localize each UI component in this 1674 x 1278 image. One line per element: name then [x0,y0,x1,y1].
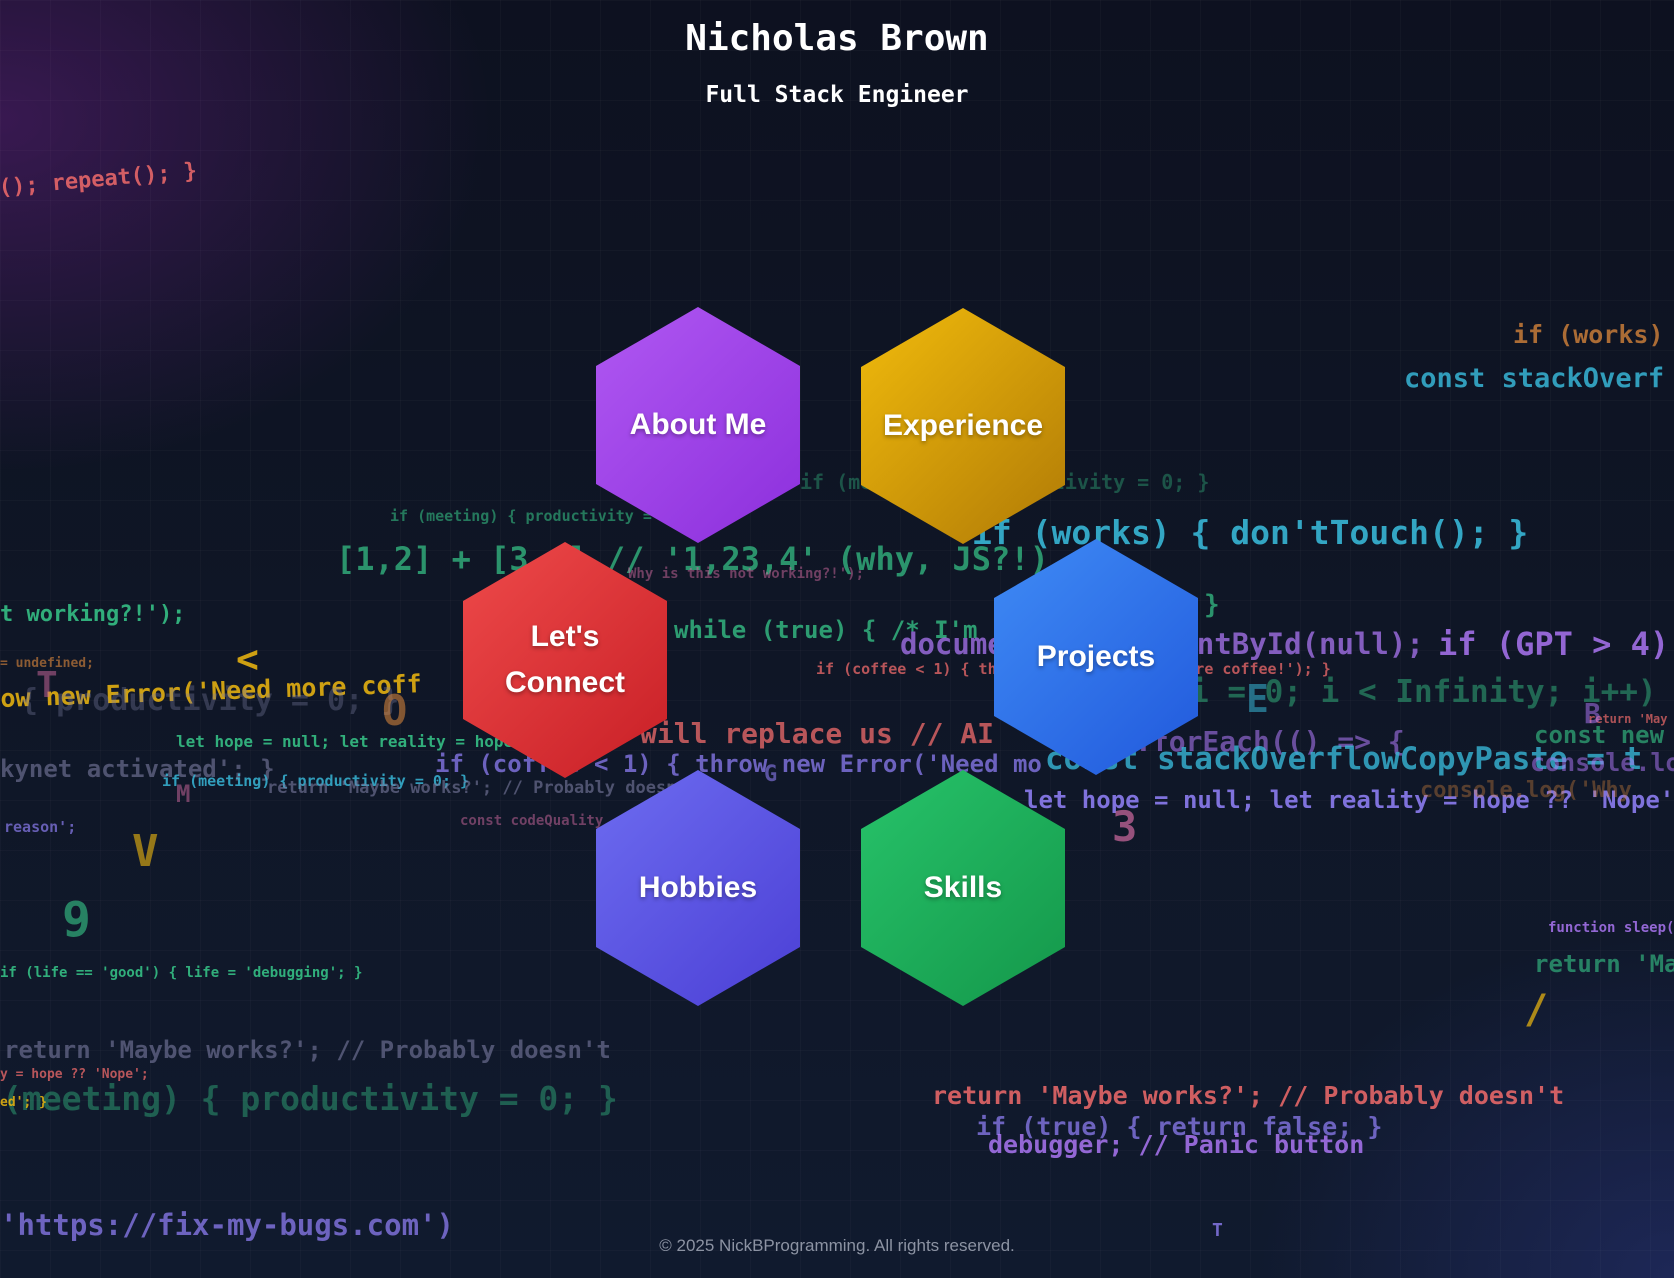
bg-code-glyph: / [1524,987,1549,1033]
bg-code-snippet: debugger; // Panic button [988,1130,1365,1159]
bg-code-snippet: return 'Maybe works?'; // Probably doesn… [4,1036,611,1064]
bg-code-snippet: = undefined; [0,656,94,671]
bg-code-snippet: const new [1534,721,1665,749]
bg-code-snippet: if (life == 'good') { life = 'debugging'… [0,965,363,981]
bg-code-snippet: i = 0; i < Infinity; i++) [1190,674,1657,710]
nav-about-me-label: About Me [629,408,767,441]
nav-lets-connect-label: Let's Connect [505,620,625,699]
bg-code-glyph: G [764,762,778,787]
nav-skills-label: Skills [923,871,1003,904]
bg-code-snippet: 'https://fix-my-bugs.com') [0,1208,454,1242]
page-subtitle: Full Stack Engineer [705,82,969,108]
nav-about-me-button[interactable]: About Me [596,307,800,543]
bg-code-snippet: return 'Maybe works?'; // Probably doesn… [932,1081,1565,1110]
bg-code-snippet: { productivity = 0; } [20,683,400,718]
bg-code-snippet: Why is this not working?!'); [628,566,865,582]
bg-code-snippet: console.log('WH [1530,748,1674,777]
bg-code-snippet: if (GPT > 4) // Works? [1438,625,1674,663]
bg-code-glyph: M [176,780,191,808]
bg-code-glyph: V [132,826,159,877]
nav-hobbies-label: Hobbies [638,871,758,904]
bg-code-glyph: B [1584,697,1601,730]
bg-code-snippet: if (works) [1513,320,1664,349]
bg-code-snippet: return 'Ma [1534,950,1674,978]
bg-code-snippet: t working?!'); [0,602,186,627]
page-title: Nicholas Brown [685,18,989,59]
bg-code-snippet: ed'; } [0,1095,47,1110]
bg-code-snippet: reason'; [4,818,77,836]
nav-experience-button[interactable]: Experience [861,308,1065,544]
bg-code-snippet: while (true) { /* I'm [674,616,978,644]
bg-code-snippet: y = hope ?? 'Nope'; [0,1067,149,1082]
bg-code-snippet: if (meeting) { productivity = 0; } [162,772,470,790]
bg-code-snippet: .forEach(() => { [1135,725,1405,758]
bg-code-snippet: function sleep(m [1548,920,1674,936]
bg-code-snippet: will replace us // AI [640,717,995,750]
bg-code-snippet: const stackOverflowCopyPaste = t [1045,741,1643,777]
bg-code-snippet: kynet activated'; } [0,755,275,783]
bg-code-snippet: const codeQuality [460,813,604,829]
bg-code-snippet: } [1204,590,1220,620]
bg-code-glyph: T [1212,1220,1223,1241]
bg-code-snippet: if (true) { return false; } [976,1112,1383,1141]
bg-code-snippet: if (meeting) { productivity = 0; } [390,507,698,525]
bg-code-snippet: if (coffee < 1) { throw new Error('Need … [435,750,1042,778]
bg-code-snippet: return 'May [1588,712,1668,726]
bg-code-snippet: let hope = null; let reality = hope [176,732,514,751]
bg-code-snippet: let hope = null; let reality = hope ?? '… [1024,786,1674,814]
bg-code-glyph: 3 [1112,802,1138,851]
bg-code-snippet: (meeting) { productivity = 0; } [2,1079,618,1118]
bg-code-glyph: T [36,665,58,706]
bg-code-snippet: console.log('Why [1420,778,1632,803]
bg-code-snippet: return 'Maybe works?'; // Probably doesn… [267,778,697,798]
bg-code-snippet: if (works) { don'tTouch(); } [972,513,1529,552]
footer-copyright: © 2025 NickBProgramming. All rights rese… [659,1236,1015,1255]
bg-code-glyph: < [236,637,259,681]
bg-code-glyph: 9 [62,892,91,948]
bg-code-snippet: const stackOverf [1404,363,1665,394]
bg-code-snippet: [1,2] + [3,4] // '1,23,4' (why, JS?!) [336,540,1049,578]
bg-code-glyph: O [382,686,408,735]
nav-projects-label: Projects [1036,640,1156,673]
nav-experience-label: Experience [882,409,1044,442]
bg-code-glyph: E [1246,677,1269,721]
